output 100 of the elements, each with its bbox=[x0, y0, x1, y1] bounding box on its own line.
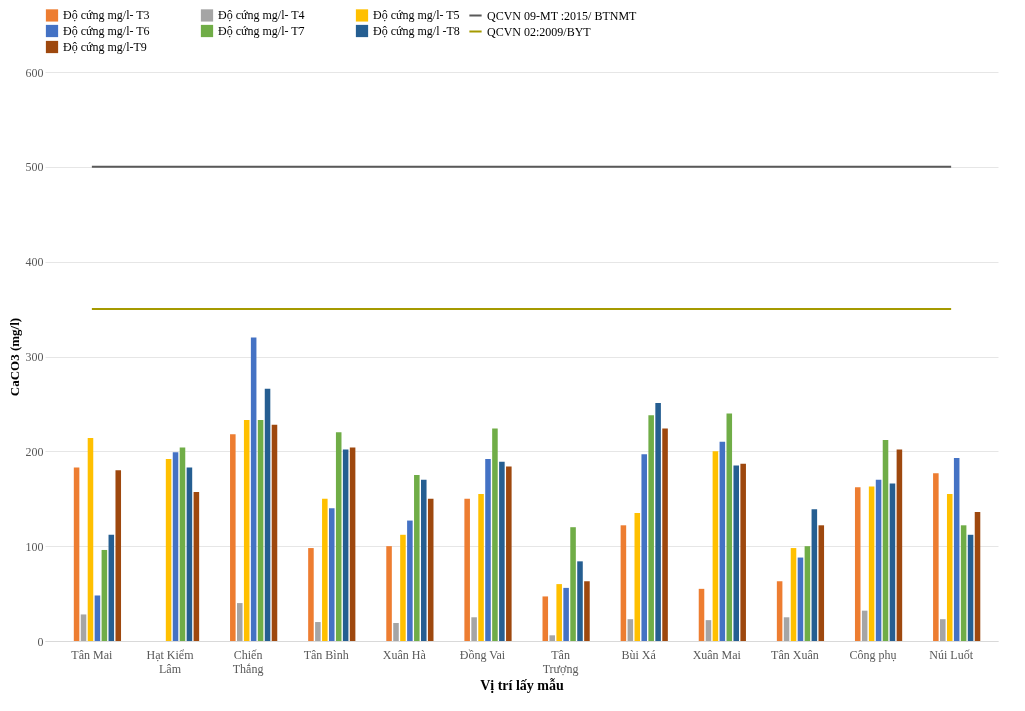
bar bbox=[243, 420, 250, 641]
legend-label: Độ cứng mg/l -T8 bbox=[373, 24, 460, 38]
legend-label: Độ cứng mg/l- T4 bbox=[218, 8, 305, 23]
bar bbox=[499, 461, 505, 641]
bar bbox=[854, 487, 861, 641]
bar bbox=[506, 466, 512, 641]
bar bbox=[393, 622, 399, 641]
x-tick-label: Tân Bình bbox=[303, 647, 349, 662]
bar bbox=[953, 457, 960, 641]
x-tick-label: Hạt Kiểm Lâm bbox=[146, 647, 195, 676]
bar bbox=[974, 512, 981, 641]
bar bbox=[236, 603, 243, 641]
bar bbox=[101, 549, 108, 641]
bar bbox=[115, 470, 122, 641]
bar bbox=[776, 581, 783, 641]
bar bbox=[946, 494, 953, 641]
bar bbox=[73, 467, 80, 641]
bar bbox=[790, 548, 797, 641]
bar bbox=[414, 475, 420, 641]
x-tick-label: Chiến Thắng bbox=[232, 647, 264, 676]
bar bbox=[335, 432, 342, 641]
bar bbox=[257, 420, 264, 641]
bar bbox=[889, 483, 896, 641]
bar bbox=[264, 388, 271, 641]
x-axis-title: Vị trí lấy mẫu bbox=[480, 677, 565, 693]
x-tick-label: Đồng Vai bbox=[459, 647, 506, 662]
bar bbox=[896, 449, 903, 641]
bar bbox=[349, 447, 356, 641]
y-tick-label: 500 bbox=[25, 160, 44, 175]
bar bbox=[783, 617, 790, 641]
x-tick-label: Tân Mai bbox=[71, 647, 114, 662]
y-tick-label: 200 bbox=[25, 444, 44, 459]
x-tick-label: Xuân Hà bbox=[382, 647, 427, 662]
bar bbox=[641, 454, 647, 641]
bar bbox=[322, 498, 328, 641]
bar bbox=[308, 548, 314, 641]
bar bbox=[868, 486, 875, 641]
bar bbox=[427, 498, 434, 641]
bar bbox=[563, 587, 569, 641]
bar bbox=[556, 584, 562, 641]
bar bbox=[620, 525, 627, 641]
bar bbox=[662, 428, 668, 641]
bar bbox=[407, 520, 413, 641]
bar bbox=[108, 534, 115, 641]
bar bbox=[818, 525, 825, 641]
bar bbox=[464, 498, 470, 641]
bar bbox=[193, 492, 200, 641]
x-tick-label: Xuân Mai bbox=[692, 647, 742, 662]
bar bbox=[648, 415, 654, 641]
bar bbox=[250, 337, 257, 641]
bar bbox=[804, 546, 811, 641]
bar bbox=[186, 467, 193, 641]
x-tick-label: Tân Trượng bbox=[542, 647, 579, 676]
legend-label: QCVN 09-MT :2015/ BTNMT bbox=[487, 8, 638, 23]
bar bbox=[172, 452, 179, 641]
bar bbox=[492, 428, 498, 641]
bar bbox=[960, 525, 967, 641]
bar bbox=[271, 424, 278, 641]
bar bbox=[875, 479, 882, 641]
bar bbox=[471, 617, 477, 641]
bar bbox=[570, 527, 576, 641]
bar bbox=[87, 438, 94, 641]
bar bbox=[165, 458, 172, 641]
bar bbox=[712, 451, 719, 641]
bar bbox=[698, 588, 705, 641]
bar bbox=[655, 402, 661, 641]
bar bbox=[634, 512, 641, 641]
y-tick-label: 100 bbox=[25, 539, 44, 554]
bar bbox=[705, 620, 712, 641]
bar bbox=[315, 622, 321, 641]
bar bbox=[549, 635, 555, 641]
bar bbox=[542, 596, 549, 641]
y-tick-label: 400 bbox=[25, 255, 44, 270]
x-tick-label: Núi Luốt bbox=[929, 647, 974, 662]
bar bbox=[179, 447, 186, 641]
bar bbox=[230, 434, 236, 641]
bar bbox=[726, 413, 733, 641]
legend-label: QCVN 02:2009/BYT bbox=[487, 24, 592, 39]
bar bbox=[478, 494, 484, 641]
x-tick-label: Tân Xuân bbox=[771, 647, 819, 662]
bar bbox=[627, 619, 634, 641]
bar bbox=[80, 614, 87, 641]
y-tick-label: 600 bbox=[25, 65, 44, 80]
bar bbox=[933, 473, 939, 641]
legend-label: Độ cứng mg/l- T6 bbox=[63, 24, 150, 38]
bar bbox=[485, 458, 491, 641]
bar bbox=[940, 619, 946, 641]
bar bbox=[94, 595, 101, 641]
bar bbox=[740, 463, 746, 641]
x-tick-label: Công phụ bbox=[849, 647, 897, 662]
bar bbox=[420, 479, 427, 641]
y-tick-label: 0 bbox=[37, 634, 44, 649]
bar bbox=[342, 449, 349, 641]
legend-label: Độ cứng mg/l- T3 bbox=[63, 8, 150, 23]
bar bbox=[733, 465, 740, 641]
legend-label: Độ cứng mg/l- T7 bbox=[218, 24, 305, 38]
bar bbox=[577, 561, 583, 641]
bar bbox=[400, 534, 406, 641]
legend-label: Độ cứng mg/l- T5 bbox=[373, 8, 460, 23]
bar bbox=[328, 508, 335, 641]
